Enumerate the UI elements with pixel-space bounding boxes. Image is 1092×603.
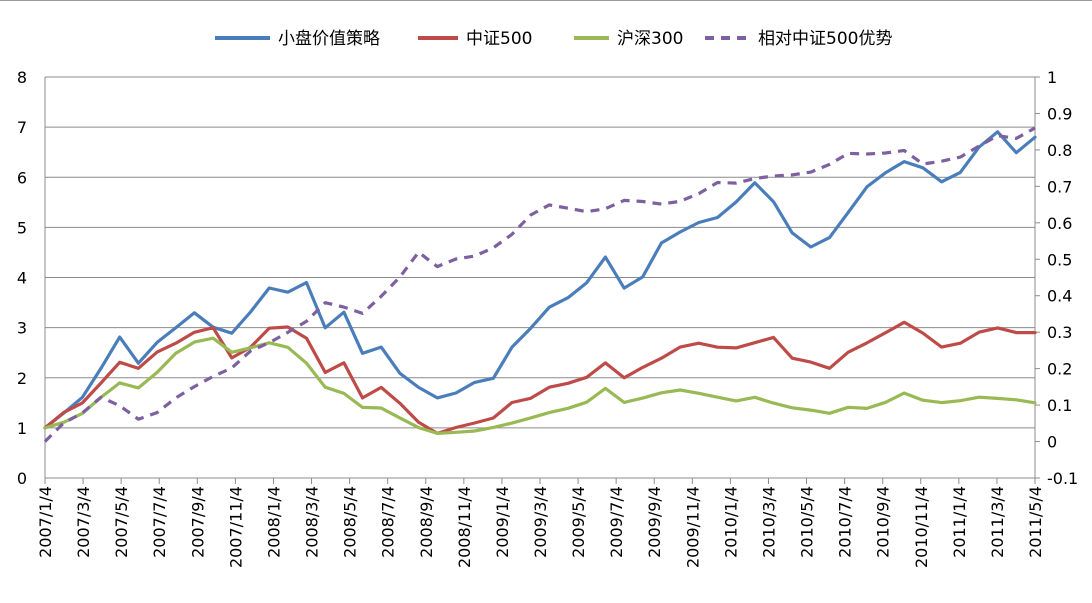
x-tick-label: 2007/7/4 (150, 486, 169, 558)
x-tick-label: 2007/3/4 (74, 486, 93, 558)
x-tick-label: 2011/5/4 (1026, 486, 1045, 558)
x-tick-label: 2008/3/4 (303, 486, 322, 558)
x-tick-label: 2008/5/4 (341, 486, 360, 558)
legend-label: 小盘价值策略 (278, 29, 380, 49)
axes (44, 76, 1040, 484)
x-tick-label: 2007/9/4 (188, 486, 207, 558)
y-right-tick-label: 0.2 (1047, 360, 1072, 379)
x-tick-label: 2008/1/4 (264, 486, 283, 558)
y-right-tick-label: 0.9 (1047, 104, 1072, 123)
x-tick-label: 2010/1/4 (721, 486, 740, 558)
legend-label: 相对中证500优势 (758, 29, 892, 49)
y-right-tick-label: 0.4 (1047, 287, 1072, 306)
x-tick-label: 2010/3/4 (759, 486, 778, 558)
y-left-tick-label: 4 (17, 269, 27, 288)
x-tick-label: 2007/1/4 (36, 486, 55, 558)
series-line (43, 320, 1037, 435)
series-line (43, 130, 1037, 430)
y-left-tick-label: 8 (17, 68, 27, 87)
y-left-tick-label: 7 (17, 118, 27, 137)
y-right-tick-label: 0.3 (1047, 323, 1072, 342)
series-line (43, 126, 1036, 443)
y-left-tick-label: 2 (17, 369, 27, 388)
x-tick-label: 2007/5/4 (112, 486, 131, 558)
y-right-tick-label: 1 (1047, 68, 1057, 87)
x-tick-label: 2007/11/4 (226, 486, 245, 568)
y-left-tick-label: 0 (17, 469, 27, 488)
y-left-tick-label: 1 (17, 419, 27, 438)
y-right-tick-label: -0.1 (1047, 469, 1078, 488)
x-tick-label: 2010/11/4 (912, 486, 931, 568)
legend-label: 沪深300 (617, 29, 683, 49)
y-right-tick-label: 0.5 (1047, 250, 1072, 269)
x-tick-label: 2011/3/4 (988, 486, 1007, 558)
x-tick-label: 2009/5/4 (569, 486, 588, 558)
series-group (43, 126, 1037, 443)
x-tick-label: 2009/11/4 (683, 486, 702, 568)
y-right-tick-label: 0.6 (1047, 214, 1072, 233)
legend: 小盘价值策略 中证500 沪深300 相对中证500优势 (215, 29, 892, 49)
x-tick-label: 2010/9/4 (874, 486, 893, 558)
x-tick-label: 2009/1/4 (493, 486, 512, 558)
y-left-tick-label: 5 (17, 218, 27, 237)
x-tick-label: 2009/3/4 (531, 486, 550, 558)
chart-frame-top (0, 0, 1092, 1)
x-tick-label: 2008/9/4 (417, 486, 436, 558)
y-right-tick-label: 0.1 (1047, 396, 1072, 415)
x-tick-label: 2011/1/4 (950, 486, 969, 558)
y-left-tick-label: 3 (17, 319, 27, 338)
y-left-tick-label: 6 (17, 168, 27, 187)
x-tick-label: 2008/11/4 (455, 486, 474, 568)
x-tick-label: 2010/5/4 (798, 486, 817, 558)
series-line (43, 336, 1037, 435)
gridlines (45, 76, 1035, 429)
x-tick-label: 2010/7/4 (836, 486, 855, 558)
y-right-tick-label: 0 (1047, 433, 1057, 452)
x-tick-label: 2009/9/4 (645, 486, 664, 558)
legend-label: 中证500 (466, 29, 532, 49)
tick-labels: 0 1 2 3 4 5 6 7 8 -0.1 0 0.1 0.2 0.3 0.4 0.5 0.6 0.7 0.8 0.… (17, 68, 1078, 568)
x-tick-label: 2009/7/4 (607, 486, 626, 558)
x-tick-label: 2008/7/4 (379, 486, 398, 558)
y-right-tick-label: 0.8 (1047, 141, 1072, 160)
y-right-tick-label: 0.7 (1047, 177, 1072, 196)
